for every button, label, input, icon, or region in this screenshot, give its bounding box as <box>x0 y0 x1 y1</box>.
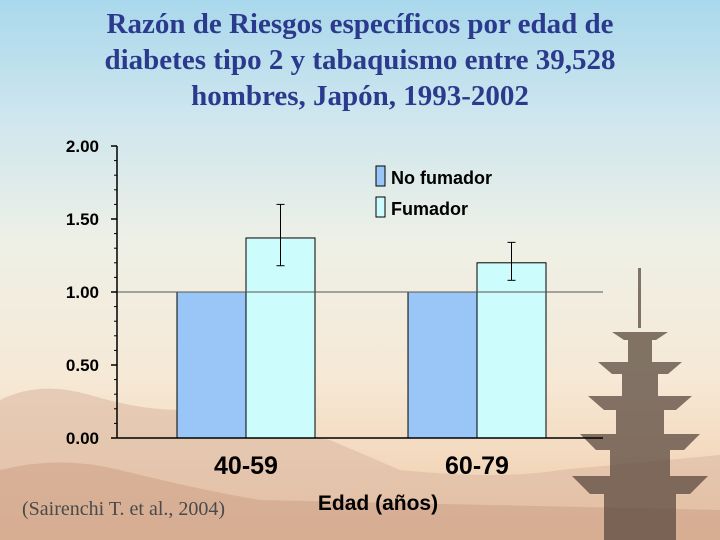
y-tick-label: 1.00 <box>66 283 99 302</box>
title-line: hombres, Japón, 1993-2002 <box>191 80 529 112</box>
bar-fumador <box>245 237 316 439</box>
bar-no-fumador <box>176 291 247 439</box>
legend-swatch-no-fumador <box>375 165 386 187</box>
citation: (Sairenchi T. et al., 2004) <box>22 498 226 520</box>
y-tick-label: 1.50 <box>66 210 99 229</box>
title-line: diabetes tipo 2 y tabaquismo entre 39,52… <box>104 44 616 76</box>
pagoda-icon <box>572 268 708 540</box>
error-bars <box>276 203 516 281</box>
y-tick-label: 2.00 <box>66 137 99 156</box>
y-tick-label: 0.50 <box>66 356 99 375</box>
y-tick-label: 0.00 <box>66 429 99 448</box>
legend-label-no-fumador: No fumador <box>391 168 492 188</box>
x-axis-title: Edad (años) <box>318 492 438 515</box>
mountain-silhouette-near <box>0 462 720 540</box>
legend-label-fumador: Fumador <box>391 199 468 219</box>
legend: No fumador Fumador <box>375 165 492 219</box>
bar-fumador <box>476 262 547 439</box>
bar-no-fumador <box>407 291 478 439</box>
x-category-label: 60-79 <box>445 452 509 480</box>
y-axis-ticks: 0.00 0.50 1.00 1.50 2.00 <box>66 137 117 448</box>
bars <box>176 237 547 439</box>
legend-swatch-fumador <box>375 196 386 218</box>
title-line: Razón de Riesgos específicos por edad de <box>106 8 614 40</box>
chart-title: Razón de Riesgos específicos por edad de… <box>40 6 680 114</box>
x-category-label: 40-59 <box>214 452 278 480</box>
x-axis-labels: 40-59 60-79 <box>214 452 509 480</box>
